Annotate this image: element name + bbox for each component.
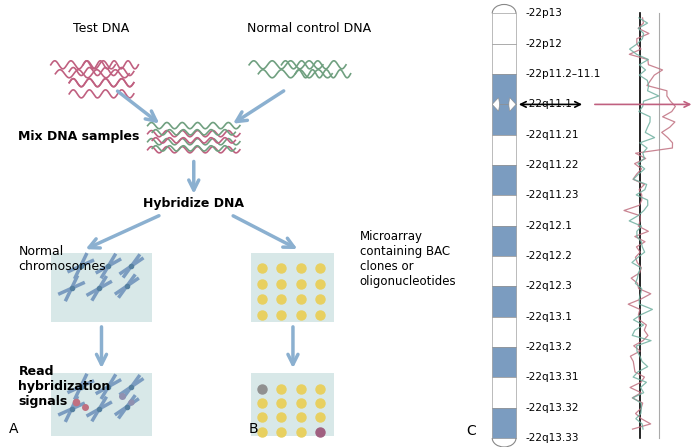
Text: Test DNA: Test DNA	[73, 22, 129, 35]
Text: A: A	[9, 422, 19, 436]
Bar	[492, 74, 516, 105]
Text: -22q13.32: -22q13.32	[526, 403, 579, 413]
Bar	[492, 13, 516, 44]
Text: -22q11.23: -22q11.23	[526, 190, 579, 200]
Text: -22q12.1: -22q12.1	[526, 221, 572, 231]
Text: -22p11.2–11.1: -22p11.2–11.1	[526, 69, 601, 79]
Wedge shape	[509, 98, 516, 111]
Text: -22q13.1: -22q13.1	[526, 312, 572, 322]
Bar	[492, 226, 516, 256]
Bar	[492, 165, 516, 195]
Text: -22q13.31: -22q13.31	[526, 372, 579, 382]
Text: Microarray
containing BAC
clones or
oligonucleotides: Microarray containing BAC clones or olig…	[360, 230, 456, 288]
Text: Read
hybridization
signals: Read hybridization signals	[18, 365, 110, 408]
Text: B: B	[249, 422, 259, 436]
Bar	[492, 195, 516, 226]
Text: -22q11.21: -22q11.21	[526, 130, 579, 140]
FancyBboxPatch shape	[252, 253, 335, 322]
Bar	[492, 287, 516, 317]
Wedge shape	[492, 98, 499, 111]
Bar	[492, 256, 516, 287]
Text: -22q12.3: -22q12.3	[526, 282, 572, 291]
Text: -22q13.33: -22q13.33	[526, 433, 579, 443]
Bar	[492, 44, 516, 74]
Text: Normal control DNA: Normal control DNA	[247, 22, 371, 35]
Text: -22p12: -22p12	[526, 39, 563, 49]
Text: -22q12.2: -22q12.2	[526, 251, 572, 261]
Text: C: C	[466, 424, 476, 438]
Bar	[492, 347, 516, 377]
Bar	[492, 377, 516, 408]
Bar	[492, 135, 516, 165]
Bar	[492, 105, 516, 135]
Text: Hybridize DNA: Hybridize DNA	[143, 197, 244, 210]
FancyBboxPatch shape	[252, 373, 335, 436]
Text: Normal
chromosomes: Normal chromosomes	[18, 245, 106, 273]
FancyBboxPatch shape	[51, 253, 152, 322]
Text: -22q11.22: -22q11.22	[526, 160, 579, 170]
Bar	[492, 317, 516, 347]
FancyBboxPatch shape	[51, 373, 152, 436]
Bar	[492, 408, 516, 438]
Text: -22p13: -22p13	[526, 8, 563, 18]
Text: -22q11.1: -22q11.1	[526, 99, 572, 110]
Text: Mix DNA samples: Mix DNA samples	[18, 130, 140, 143]
Text: -22q13.2: -22q13.2	[526, 342, 572, 352]
